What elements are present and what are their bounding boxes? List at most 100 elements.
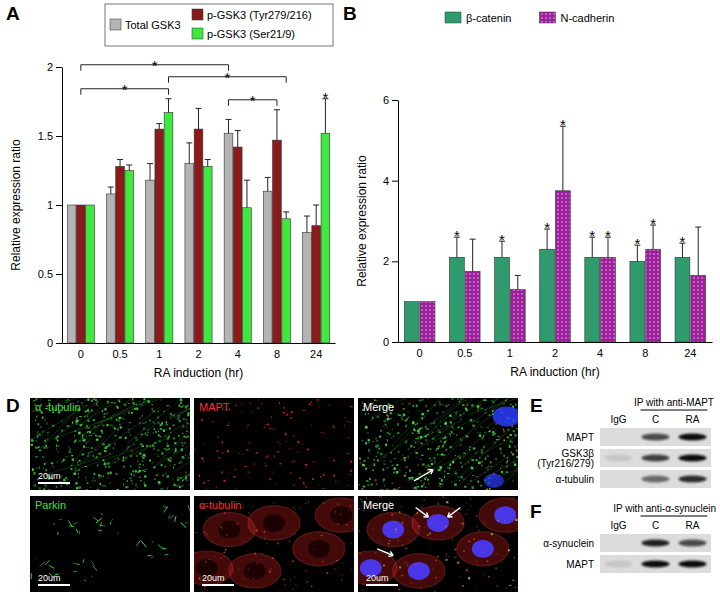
error-bar xyxy=(695,227,701,275)
error-bar xyxy=(205,159,211,166)
image-texture xyxy=(358,496,518,592)
bar xyxy=(303,233,312,343)
y-tick: 0.5 xyxy=(38,268,62,280)
panel-letter: E xyxy=(530,395,543,416)
x-tick-label: 0 xyxy=(417,347,423,359)
x-axis: 00.5124824 xyxy=(63,344,336,360)
bar xyxy=(146,180,155,343)
error-bar xyxy=(108,187,114,194)
blot-background xyxy=(600,449,711,467)
error-bar xyxy=(470,239,476,271)
x-tick-label: 4 xyxy=(597,347,603,359)
error-bar xyxy=(515,275,521,289)
blot-background xyxy=(600,428,711,446)
image-texture xyxy=(358,398,518,490)
bar-series xyxy=(86,99,330,343)
y-tick-mark xyxy=(56,136,62,137)
y-tick-label: 0.5 xyxy=(38,268,53,280)
bar xyxy=(282,219,291,343)
bar xyxy=(465,271,480,342)
bar xyxy=(263,191,272,343)
lane-label: C xyxy=(652,520,659,531)
image-texture xyxy=(195,398,353,489)
blot-row xyxy=(600,470,711,488)
x-tick: 2 xyxy=(552,347,558,359)
blot-band xyxy=(679,455,707,462)
y-tick-mark xyxy=(392,342,398,343)
lane-label: RA xyxy=(686,520,700,531)
y-tick-label: 2 xyxy=(47,61,53,73)
legend-box xyxy=(105,4,333,46)
micrograph xyxy=(30,398,190,490)
row-label: α-tubulin xyxy=(555,474,594,485)
y-tick-mark xyxy=(392,181,398,182)
bar xyxy=(555,191,570,342)
error-bar xyxy=(166,99,172,113)
ip-label: IP with anti-α-synuclein xyxy=(613,503,716,514)
blot-band xyxy=(642,434,670,441)
x-tick-label: 1 xyxy=(507,347,513,359)
x-tick-label: 24 xyxy=(310,348,322,360)
panel-letter: F xyxy=(530,501,542,522)
bar xyxy=(106,194,115,343)
legend-swatch xyxy=(192,9,203,20)
micrograph xyxy=(358,496,518,592)
blot-row xyxy=(600,555,711,573)
y-tick-mark xyxy=(56,274,62,275)
bar xyxy=(449,257,464,342)
legend-swatch xyxy=(445,12,461,23)
x-tick: 0 xyxy=(78,348,84,360)
y-tick: 6 xyxy=(383,94,398,106)
significance-star: * xyxy=(544,219,550,236)
image-background xyxy=(30,496,190,592)
significance-star: * xyxy=(605,227,611,244)
legend-swatch xyxy=(192,28,203,39)
y-tick-label: 0 xyxy=(383,336,389,348)
y-tick-mark xyxy=(56,205,62,206)
x-tick: 2 xyxy=(195,348,201,360)
row-label: α-synuclein xyxy=(543,538,594,549)
x-axis: 00.5124824 xyxy=(399,343,713,359)
x-axis-line xyxy=(63,343,336,344)
y-tick: 1 xyxy=(47,199,62,211)
bar xyxy=(233,147,242,343)
blot-band xyxy=(642,561,670,568)
bar xyxy=(203,166,212,343)
significance-star: * xyxy=(634,235,640,252)
bar xyxy=(243,208,252,343)
legend-swatch xyxy=(539,12,555,23)
micrograph xyxy=(358,398,518,490)
x-tick: 4 xyxy=(235,348,241,360)
bar xyxy=(185,164,194,343)
panel-letter: D xyxy=(6,395,20,416)
scale-bar-label: 20um xyxy=(202,573,225,583)
y-axis: 00.511.52 xyxy=(38,61,63,349)
bar-series xyxy=(67,119,311,343)
significance-star: * xyxy=(499,231,505,248)
image-label: Parkin xyxy=(35,499,66,511)
scale-bar-label: 20um xyxy=(38,471,61,481)
micrograph xyxy=(30,496,190,592)
bar xyxy=(510,290,525,342)
bar xyxy=(76,205,85,343)
error-bar xyxy=(274,110,280,140)
bar xyxy=(116,166,125,343)
bar xyxy=(404,302,419,342)
panel-letter: A xyxy=(6,3,20,24)
image-background xyxy=(358,398,518,490)
scale-bar xyxy=(202,584,234,586)
y-tick-mark xyxy=(56,67,62,68)
blot-band xyxy=(679,434,707,441)
blot-band xyxy=(605,561,633,568)
x-tick-label: 0.5 xyxy=(112,348,127,360)
y-tick-label: 1 xyxy=(47,199,53,211)
bar-series xyxy=(420,126,706,342)
bar xyxy=(312,226,321,343)
y-axis: 0246 xyxy=(383,94,399,348)
x-tick-label: 8 xyxy=(642,347,648,359)
image-texture xyxy=(30,505,190,581)
y-axis-line xyxy=(62,68,63,344)
scale-bar-label: 20um xyxy=(38,573,61,583)
bar xyxy=(86,205,95,343)
image-texture xyxy=(31,398,190,490)
